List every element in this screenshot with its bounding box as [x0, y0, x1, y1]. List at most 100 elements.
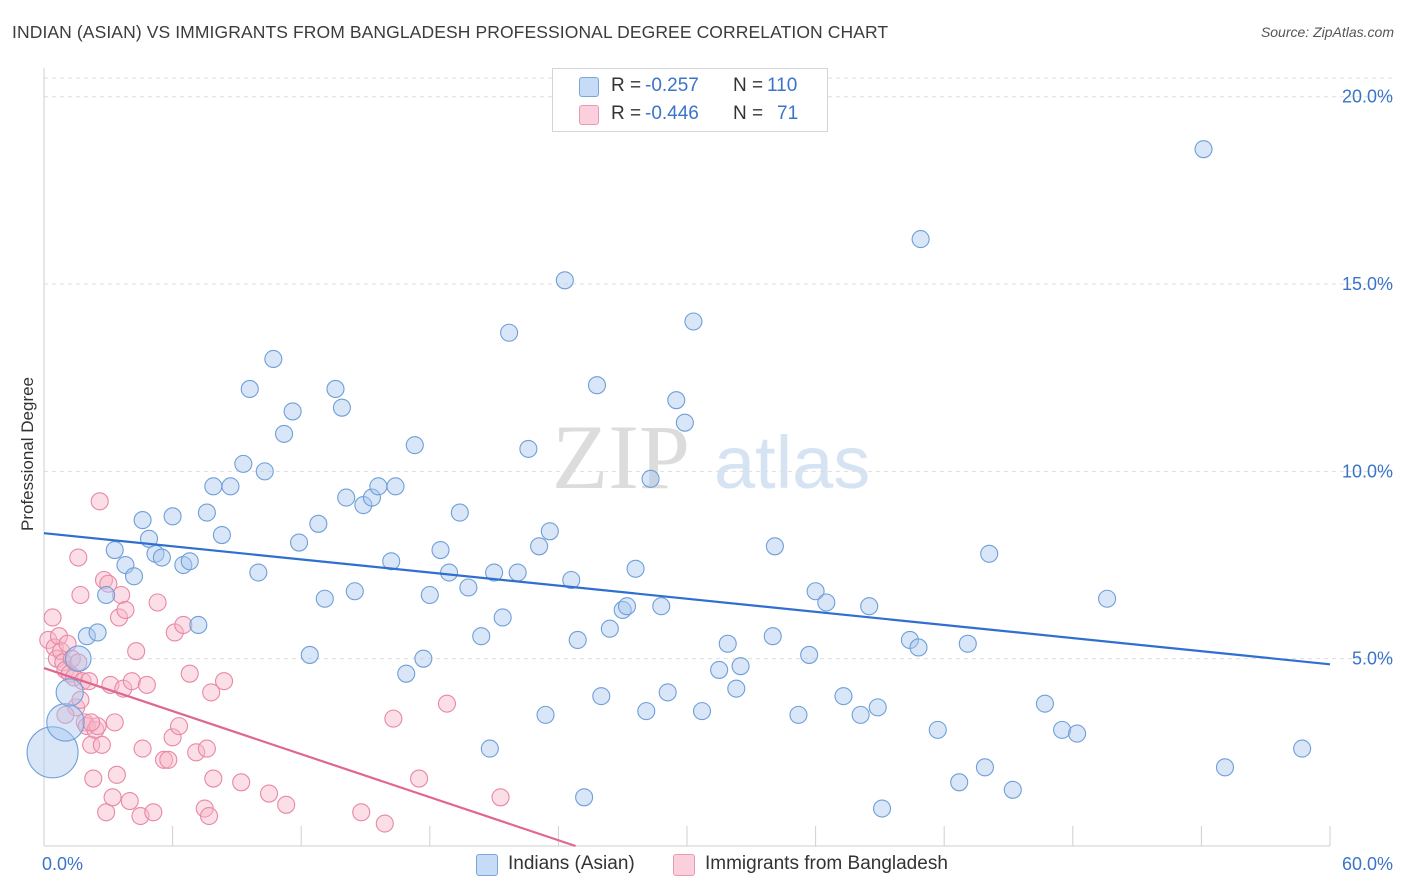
- bangladesh-point: [105, 713, 124, 732]
- indians-point: [562, 570, 581, 590]
- series-bangladesh-points: [39, 492, 510, 833]
- indians-point: [105, 540, 124, 560]
- indians-point: [806, 582, 825, 601]
- bangladesh-point: [187, 743, 206, 762]
- legend-swatch-bangladesh: [673, 854, 695, 876]
- indians-point: [928, 720, 947, 739]
- bangladesh-point: [174, 615, 193, 635]
- indians-point: [450, 503, 469, 522]
- bangladesh-point: [84, 769, 103, 788]
- bangladesh-point: [352, 803, 371, 822]
- grid-lines: [44, 77, 1392, 660]
- indians-point: [414, 649, 433, 668]
- indians-point: [240, 379, 259, 398]
- indians-point: [575, 788, 594, 807]
- trend-line-indians: [43, 532, 1331, 666]
- watermark: ZIP atlas: [552, 406, 870, 508]
- indians-point: [868, 698, 887, 717]
- y-tick-label: 10.0%: [1342, 461, 1393, 481]
- bangladesh-point: [180, 664, 199, 683]
- indians-point: [64, 645, 92, 672]
- bangladesh-point: [120, 791, 139, 811]
- indians-point: [221, 477, 240, 496]
- indians-point: [731, 657, 750, 676]
- indians-point: [975, 758, 994, 777]
- indians-point: [264, 349, 283, 369]
- legend-r-value: -0.257: [645, 75, 699, 96]
- indians-point: [626, 559, 645, 578]
- indians-point: [980, 544, 999, 563]
- legend-label-bangladesh: Immigrants from Bangladesh: [705, 853, 948, 874]
- legend-r-label: R =: [611, 75, 642, 96]
- indians-point: [55, 678, 84, 707]
- indians-point: [800, 645, 819, 664]
- x-tick-labels: 0.0% 60.0%: [42, 854, 1393, 874]
- indians-point: [851, 705, 870, 724]
- x-tick-label: 0.0%: [42, 854, 83, 874]
- indians-point: [658, 683, 677, 702]
- indians-point: [765, 537, 784, 556]
- bangladesh-point: [410, 769, 429, 788]
- bangladesh-point: [259, 784, 279, 803]
- indians-point: [124, 567, 144, 586]
- bangladesh-point: [54, 653, 73, 672]
- indians-point: [667, 391, 686, 410]
- bangladesh-point: [56, 705, 75, 724]
- bangladesh-point: [214, 672, 234, 691]
- axes: [43, 68, 1331, 847]
- indians-point: [718, 634, 737, 653]
- indians-point: [26, 726, 79, 779]
- bangladesh-point: [384, 709, 403, 728]
- indians-point: [909, 638, 928, 657]
- indians-point: [197, 503, 216, 522]
- indians-point: [485, 563, 504, 582]
- legend-row-indians: R = -0.257 N = 110: [553, 73, 827, 99]
- legend-label-indians: Indians (Asian): [508, 853, 635, 874]
- indians-point: [789, 705, 808, 724]
- trend-line-bangladesh: [43, 667, 576, 848]
- bangladesh-point: [112, 585, 131, 605]
- bangladesh-point: [277, 795, 296, 814]
- indians-point: [180, 552, 199, 571]
- indians-point: [508, 563, 527, 582]
- x-tick-label: 60.0%: [1342, 854, 1393, 874]
- y-tick-label: 20.0%: [1342, 87, 1393, 107]
- bangladesh-point: [122, 672, 141, 691]
- indians-point: [133, 511, 152, 530]
- indians-point: [692, 702, 712, 721]
- indians-point: [834, 687, 853, 706]
- bangladesh-point: [144, 803, 163, 822]
- indians-point: [290, 533, 309, 552]
- indians-point: [568, 630, 587, 650]
- series-legend: Indians (Asian) Immigrants from Banglade…: [0, 852, 1406, 878]
- indians-point: [249, 563, 268, 582]
- indians-point: [88, 623, 107, 642]
- indians-point: [684, 312, 703, 331]
- legend-n-label: N =: [733, 103, 764, 124]
- bangladesh-point: [99, 574, 118, 593]
- bangladesh-point: [71, 585, 90, 605]
- indians-point: [472, 627, 491, 646]
- indians-point: [283, 402, 302, 421]
- legend-swatch-bangladesh: [579, 105, 599, 125]
- bangladesh-point: [69, 548, 88, 567]
- indians-point: [675, 413, 694, 432]
- indians-point: [1035, 694, 1054, 713]
- bangladesh-point: [204, 769, 223, 788]
- legend-swatch-indians: [476, 854, 498, 876]
- indians-point: [459, 578, 478, 597]
- indians-point: [77, 627, 96, 646]
- indians-point: [600, 619, 619, 638]
- indians-point: [163, 507, 182, 526]
- y-tick-label: 15.0%: [1342, 274, 1393, 294]
- indians-point: [405, 436, 424, 455]
- indians-point: [420, 585, 439, 605]
- indians-point: [950, 773, 969, 792]
- indians-point: [500, 323, 519, 342]
- indians-point: [641, 469, 660, 488]
- indians-point: [727, 679, 746, 698]
- bangladesh-point: [375, 814, 394, 833]
- indians-point: [397, 664, 416, 683]
- legend-swatch-indians: [579, 77, 599, 97]
- indians-point: [369, 477, 388, 496]
